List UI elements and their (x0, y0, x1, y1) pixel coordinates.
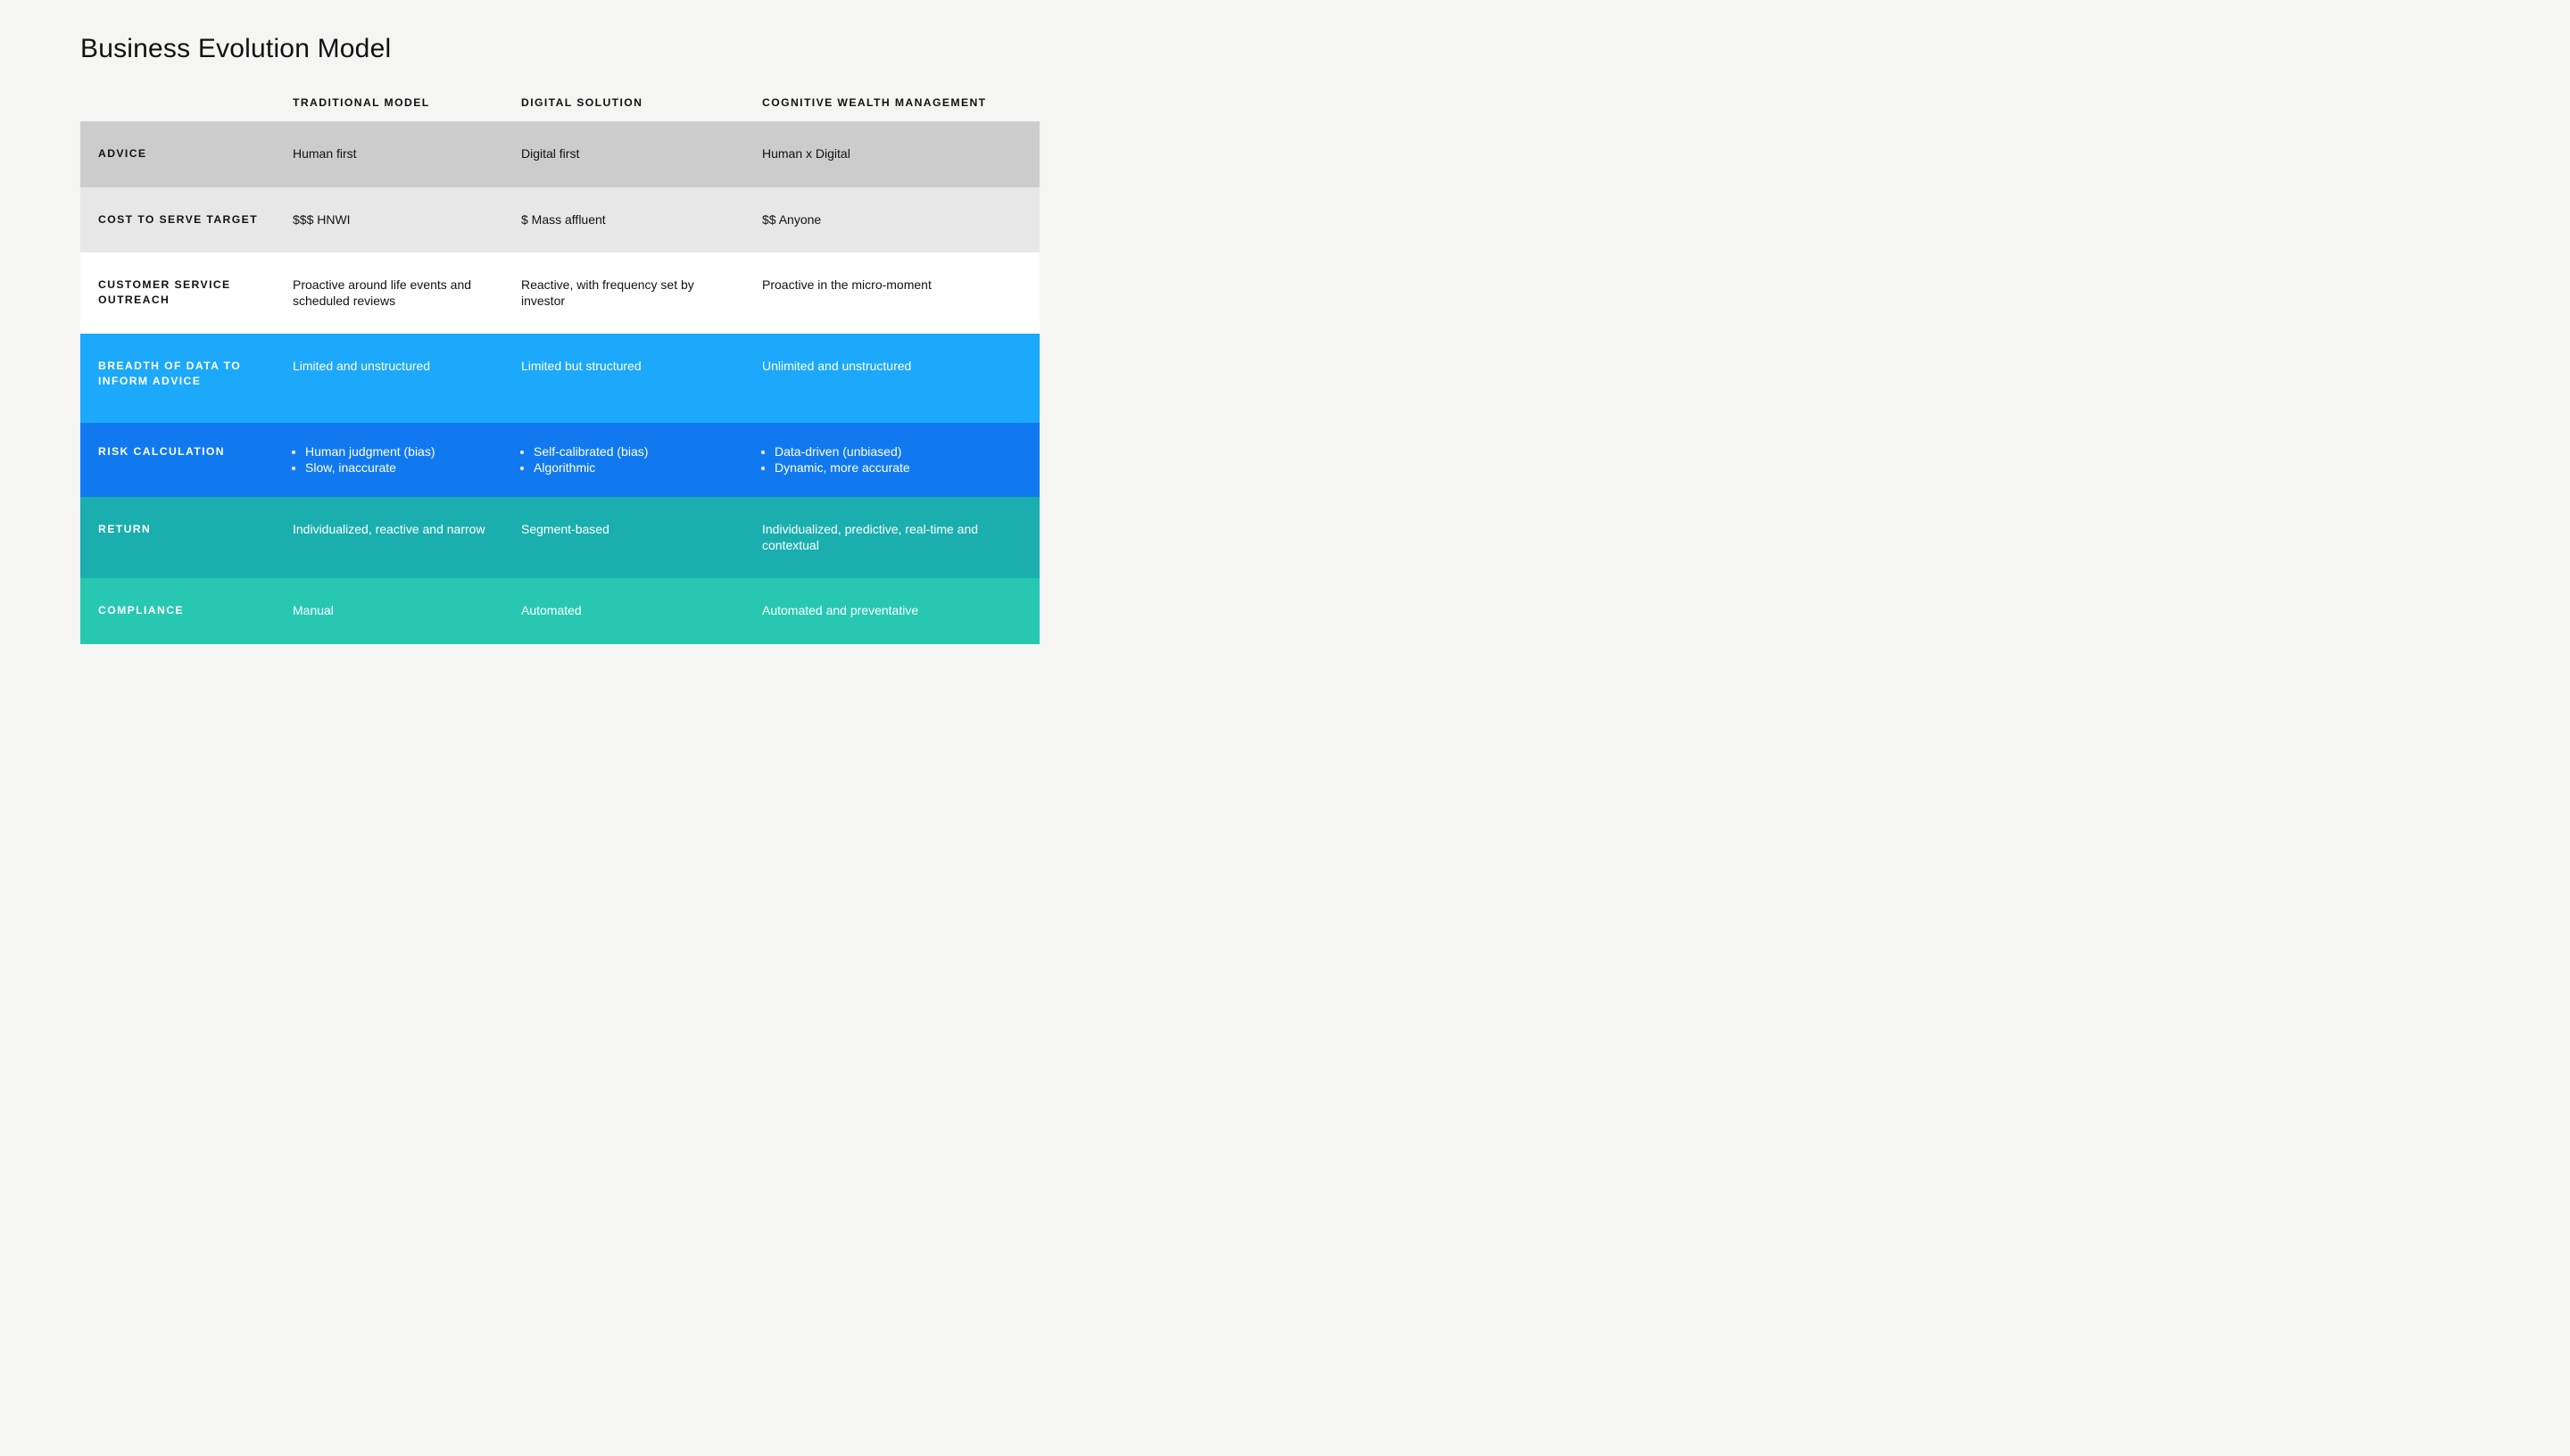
header-traditional: TRADITIONAL MODEL (293, 96, 521, 109)
header-empty (80, 96, 293, 109)
cell: Human first (293, 146, 521, 162)
page-title: Business Evolution Model (80, 34, 1205, 64)
bullet: Dynamic, more accurate (775, 460, 1013, 476)
cell: Automated (521, 603, 762, 619)
cell: Proactive around life events and schedul… (293, 277, 521, 309)
row-label: RISK CALCULATION (80, 444, 293, 459)
bullet: Human judgment (bias) (305, 444, 494, 460)
table-header-row: TRADITIONAL MODEL DIGITAL SOLUTION COGNI… (80, 96, 1040, 121)
cell: Digital first (521, 146, 762, 162)
cell: Data-driven (unbiased) Dynamic, more acc… (762, 444, 1040, 476)
cell: Limited and unstructured (293, 359, 521, 375)
header-cognitive: COGNITIVE WEALTH MANAGEMENT (762, 96, 1040, 109)
cell: Self-calibrated (bias) Algorithmic (521, 444, 762, 476)
cell: Reactive, with frequency set by investor (521, 277, 762, 309)
slide-canvas: Business Evolution Model TRADITIONAL MOD… (0, 0, 1285, 728)
cell: $ Mass affluent (521, 212, 762, 228)
bullet: Slow, inaccurate (305, 460, 494, 476)
row-risk: RISK CALCULATION Human judgment (bias) S… (80, 423, 1040, 497)
cell: $$ Anyone (762, 212, 1040, 228)
cell: Individualized, reactive and narrow (293, 522, 521, 538)
cell: Human judgment (bias) Slow, inaccurate (293, 444, 521, 476)
cell: Unlimited and unstructured (762, 359, 1040, 375)
bullet: Self-calibrated (bias) (534, 444, 735, 460)
comparison-table: TRADITIONAL MODEL DIGITAL SOLUTION COGNI… (80, 96, 1040, 644)
row-outreach: CUSTOMER SERVICE OUTREACH Proactive arou… (80, 252, 1040, 334)
row-cost: COST TO SERVE TARGET $$$ HNWI $ Mass aff… (80, 187, 1040, 253)
header-digital: DIGITAL SOLUTION (521, 96, 762, 109)
row-label: COST TO SERVE TARGET (80, 212, 293, 228)
bullet: Algorithmic (534, 460, 735, 476)
row-compliance: COMPLIANCE Manual Automated Automated an… (80, 578, 1040, 644)
row-breadth: BREADTH OF DATA TO INFORM ADVICE Limited… (80, 334, 1040, 423)
bullet: Data-driven (unbiased) (775, 444, 1013, 460)
cell: Manual (293, 603, 521, 619)
cell: Automated and preventative (762, 603, 1040, 619)
row-label: COMPLIANCE (80, 603, 293, 618)
row-advice: ADVICE Human first Digital first Human x… (80, 121, 1040, 187)
cell: Human x Digital (762, 146, 1040, 162)
cell: Segment-based (521, 522, 762, 538)
row-label: CUSTOMER SERVICE OUTREACH (80, 277, 293, 308)
cell: Proactive in the micro-moment (762, 277, 1040, 294)
row-label: RETURN (80, 522, 293, 537)
row-label: ADVICE (80, 146, 293, 161)
row-return: RETURN Individualized, reactive and narr… (80, 497, 1040, 578)
cell: Limited but structured (521, 359, 762, 375)
cell: $$$ HNWI (293, 212, 521, 228)
row-label: BREADTH OF DATA TO INFORM ADVICE (80, 359, 293, 389)
cell: Individualized, predictive, real-time an… (762, 522, 1040, 553)
